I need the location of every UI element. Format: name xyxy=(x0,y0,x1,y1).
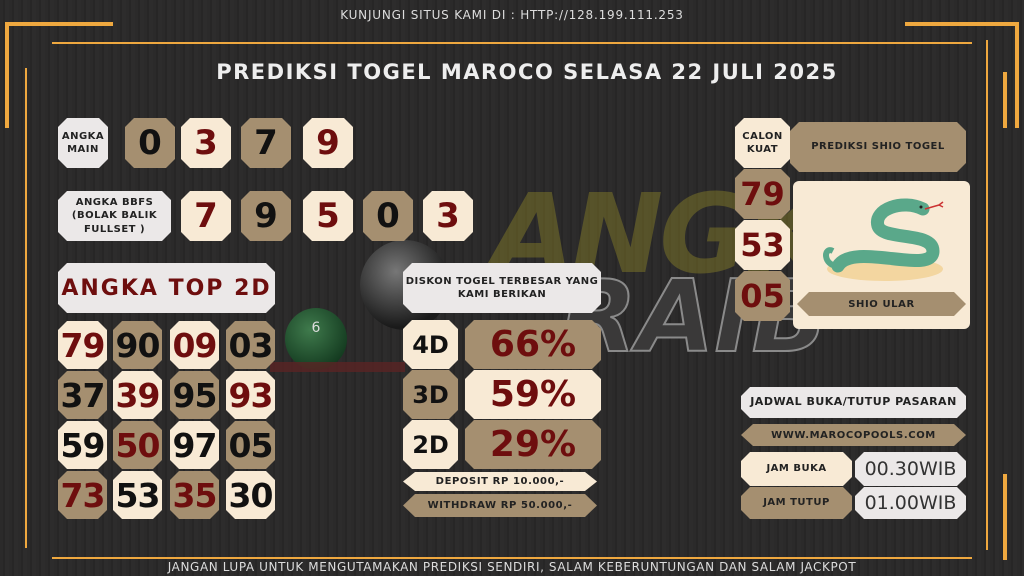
frame-line xyxy=(1003,72,1007,128)
top2d-title: ANGKA TOP 2D xyxy=(58,263,275,313)
calon-kuat-number: 05 xyxy=(735,271,790,321)
frame-line xyxy=(986,40,988,550)
top2d-cell: 59 xyxy=(58,421,107,469)
jam-tutup-value: 01.00WIB xyxy=(855,487,966,519)
diskon-title: DISKON TOGEL TERBESAR YANG KAMI BERIKAN xyxy=(403,263,601,313)
diskon-value-2d: 29% xyxy=(465,420,601,469)
top2d-cell: 73 xyxy=(58,471,107,519)
top2d-cell: 95 xyxy=(170,371,219,419)
top2d-cell: 05 xyxy=(226,421,275,469)
bbfs-digit: 3 xyxy=(423,191,473,241)
frame-line xyxy=(52,557,972,559)
page-title: PREDIKSI TOGEL MAROCO SELASA 22 JULI 202… xyxy=(216,60,838,84)
bbfs-digit: 9 xyxy=(241,191,291,241)
bbfs-digit: 7 xyxy=(181,191,231,241)
angka-bbfs-label: ANGKA BBFS (BOLAK BALIK FULLSET ) xyxy=(58,191,171,241)
prediksi-shio-title: PREDIKSI SHIO TOGEL xyxy=(790,122,966,172)
angka-main-digit: 7 xyxy=(241,118,291,168)
calon-kuat-number: 53 xyxy=(735,220,790,270)
diskon-label-3d: 3D xyxy=(403,370,458,419)
footer-text: JANGAN LUPA UNTUK MENGUTAMAKAN PREDIKSI … xyxy=(167,560,857,574)
frame-line xyxy=(5,22,9,128)
diskon-value-3d: 59% xyxy=(465,370,601,419)
cue-stick xyxy=(270,362,405,372)
billiard-ball-icon: 6 xyxy=(285,308,347,370)
shio-name: SHIO ULAR xyxy=(797,292,966,316)
top2d-cell: 35 xyxy=(170,471,219,519)
top2d-cell: 30 xyxy=(226,471,275,519)
bbfs-digit: 0 xyxy=(363,191,413,241)
top2d-cell: 50 xyxy=(113,421,162,469)
diskon-value-4d: 66% xyxy=(465,320,601,369)
frame-line xyxy=(1015,22,1019,128)
website-link[interactable]: WWW.MAROCOPOOLS.COM xyxy=(741,424,966,446)
frame-line xyxy=(52,42,972,44)
frame-line xyxy=(5,22,113,26)
frame-line xyxy=(1003,474,1007,560)
calon-kuat-number: 79 xyxy=(735,169,790,219)
top2d-cell: 37 xyxy=(58,371,107,419)
angka-main-digit: 9 xyxy=(303,118,353,168)
top2d-cell: 03 xyxy=(226,321,275,369)
calon-kuat-label: CALON KUAT xyxy=(735,118,790,168)
diskon-label-2d: 2D xyxy=(403,420,458,469)
top2d-cell: 79 xyxy=(58,321,107,369)
top2d-cell: 53 xyxy=(113,471,162,519)
jam-tutup-label: JAM TUTUP xyxy=(741,487,852,519)
frame-line xyxy=(25,68,27,548)
top2d-cell: 39 xyxy=(113,371,162,419)
bbfs-digit: 5 xyxy=(303,191,353,241)
visit-site-text: KUNJUNGI SITUS KAMI DI : HTTP://128.199.… xyxy=(340,8,684,22)
top2d-cell: 93 xyxy=(226,371,275,419)
jadwal-title: JADWAL BUKA/TUTUP PASARAN xyxy=(741,387,966,418)
snake-icon xyxy=(823,198,944,281)
top2d-cell: 09 xyxy=(170,321,219,369)
jam-buka-value: 00.30WIB xyxy=(855,452,966,486)
frame-line xyxy=(905,22,1019,26)
angka-main-digit: 0 xyxy=(125,118,175,168)
deposit-info: DEPOSIT RP 10.000,- xyxy=(403,472,597,491)
top2d-cell: 97 xyxy=(170,421,219,469)
top2d-cell: 90 xyxy=(113,321,162,369)
angka-main-digit: 3 xyxy=(181,118,231,168)
diskon-label-4d: 4D xyxy=(403,320,458,369)
angka-main-label: ANGKA MAIN xyxy=(58,118,108,168)
jam-buka-label: JAM BUKA xyxy=(741,452,852,486)
withdraw-info: WITHDRAW RP 50.000,- xyxy=(403,494,597,517)
